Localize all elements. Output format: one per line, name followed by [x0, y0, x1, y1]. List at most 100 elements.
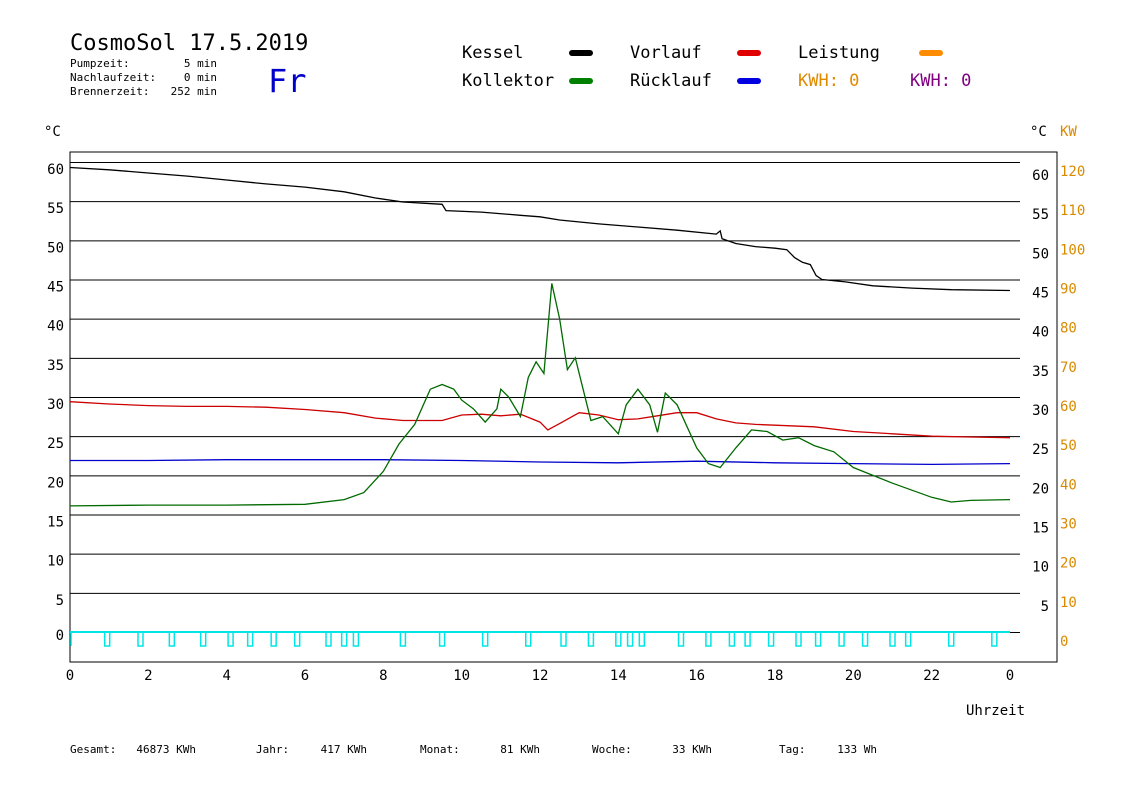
x-tick-label: 18: [767, 668, 784, 684]
kw-tick-label: 90: [1060, 282, 1077, 298]
pump-pulse: [325, 631, 332, 647]
kw-tick-label: 50: [1060, 438, 1077, 454]
pump-pulse: [199, 631, 207, 647]
right-tick-label: 60: [1032, 168, 1049, 184]
summary-label: Tag:: [779, 743, 806, 756]
x-tick-label: 10: [453, 668, 470, 684]
legend: Kessel Vorlauf Leistung Kollektor Rücklauf: [462, 43, 943, 91]
pump-pulse: [587, 631, 595, 647]
right-tick-label: 15: [1032, 521, 1049, 537]
summary-label: Woche:: [592, 743, 632, 756]
summary-value: 46873 KWh: [136, 743, 196, 756]
info-label: Nachlaufzeit:: [70, 71, 156, 84]
x-tick-label: 8: [379, 668, 387, 684]
kwh-readout: KWH: 0: [910, 71, 971, 91]
pump-pulse: [638, 631, 646, 647]
kwh-readout: KWH: 0: [798, 71, 859, 91]
pump-pulse: [399, 631, 407, 647]
series-lines: [69, 166, 1011, 507]
pump-pulse: [352, 631, 360, 647]
kw-tick-label: 100: [1060, 242, 1085, 258]
series-rücklauf: [70, 459, 1011, 466]
weekday-label: Fr: [268, 62, 307, 100]
info-label: Brennerzeit:: [70, 85, 149, 98]
right-tick-label: 55: [1032, 207, 1049, 223]
pump-pulse: [168, 631, 176, 647]
runtime-info: Pumpzeit: 5 min Nachlaufzeit: 0 min Brennerz…: [70, 57, 217, 98]
left-unit-label: °C: [44, 124, 61, 140]
pump-pulses: [70, 631, 1010, 647]
pump-pulse: [948, 631, 955, 647]
summary-label: Jahr:: [256, 743, 289, 756]
kwh-readouts: KWH: 0 KWH: 0: [798, 71, 971, 91]
summary-value: 81 KWh: [500, 743, 540, 756]
pump-pulse: [889, 631, 896, 647]
kw-tick-label: 0: [1060, 634, 1068, 650]
left-tick-label: 45: [47, 280, 64, 296]
kw-unit-label: KW: [1060, 124, 1077, 140]
kw-tick-label: 110: [1060, 203, 1085, 219]
right-tick-label: 20: [1032, 481, 1049, 497]
kw-tick-label: 20: [1060, 556, 1077, 572]
pump-pulse: [227, 631, 234, 647]
x-axis-label: Uhrzeit: [966, 703, 1025, 719]
x-tick-label: 20: [845, 668, 862, 684]
kw-tick-label: 70: [1060, 360, 1077, 376]
kw-tick-label: 80: [1060, 321, 1077, 337]
summary-label: Monat:: [420, 743, 460, 756]
right-tick-label: 35: [1032, 364, 1049, 380]
pump-pulse: [340, 631, 348, 647]
pump-pulse: [991, 631, 998, 647]
left-tick-label: 40: [47, 319, 64, 335]
x-tick-label: 6: [301, 668, 309, 684]
pump-pulse: [904, 631, 912, 647]
left-tick-label: 20: [47, 475, 64, 491]
left-tick-label: 5: [56, 593, 64, 609]
legend-label-kessel: Kessel: [462, 43, 523, 63]
kw-tick-label: 120: [1060, 164, 1085, 180]
info-value: 5 min: [184, 57, 217, 70]
x-tick-label: 0: [1006, 668, 1014, 684]
info-value: 0 min: [184, 71, 217, 84]
x-tick-label: 16: [688, 668, 705, 684]
info-value: 252 min: [171, 85, 217, 98]
summary-label: Gesamt:: [70, 743, 116, 756]
x-axis-ticks: 0 2 4 6 8 10 12 14 16 18 20 22 0: [66, 668, 1014, 684]
energy-summary: Gesamt: 46873 KWh Jahr: 417 KWh Monat: 81 KWh…: [70, 743, 877, 756]
legend-label-ruecklauf: Rücklauf: [630, 71, 712, 91]
right-unit-label: °C: [1030, 124, 1047, 140]
pump-pulse: [246, 631, 254, 647]
pump-pulse: [481, 631, 489, 647]
left-tick-label: 55: [47, 201, 64, 217]
pump-pulse: [677, 631, 685, 647]
left-tick-label: 15: [47, 515, 64, 531]
pump-pulse: [861, 631, 869, 647]
legend-label-leistung: Leistung: [798, 43, 880, 63]
chart-title: CosmoSol 17.5.2019: [70, 31, 308, 56]
pump-pulse: [728, 631, 736, 647]
right-tick-label: 5: [1041, 599, 1049, 615]
right-tick-label: 45: [1032, 286, 1049, 302]
legend-label-kollektor: Kollektor: [462, 71, 554, 91]
pump-pulse: [814, 631, 822, 647]
right-tick-label: 10: [1032, 560, 1049, 576]
series-kessel: [69, 166, 1011, 292]
left-tick-label: 35: [47, 358, 64, 374]
kw-tick-label: 30: [1060, 517, 1077, 533]
pump-pulse: [795, 631, 802, 647]
x-tick-label: 0: [66, 668, 74, 684]
left-tick-label: 30: [47, 397, 64, 413]
x-tick-label: 12: [532, 668, 549, 684]
left-tick-label: 0: [56, 628, 64, 644]
kw-tick-label: 60: [1060, 399, 1077, 415]
left-tick-label: 60: [47, 162, 64, 178]
summary-value: 133 Wh: [837, 743, 877, 756]
x-tick-label: 22: [923, 668, 940, 684]
summary-value: 33 KWh: [672, 743, 712, 756]
legend-label-vorlauf: Vorlauf: [630, 43, 702, 63]
left-tick-label: 25: [47, 436, 64, 452]
pump-pulse: [270, 631, 277, 647]
pump-pulse: [626, 631, 634, 647]
